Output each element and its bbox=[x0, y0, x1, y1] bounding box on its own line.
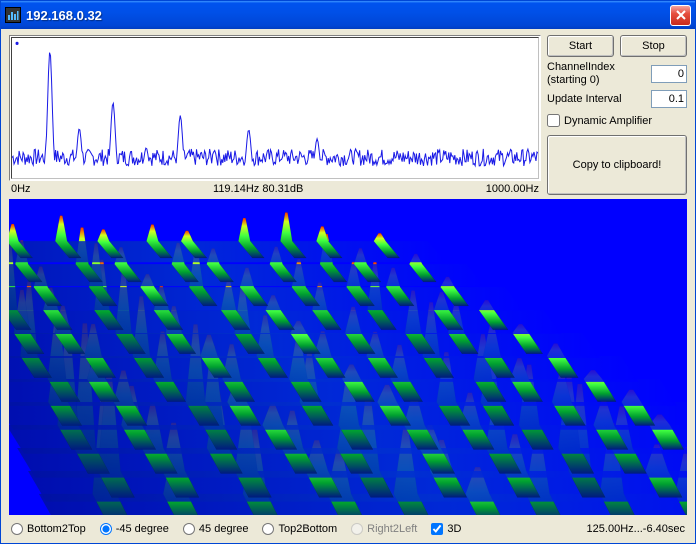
view-radio-m45[interactable]: -45 degree bbox=[100, 523, 169, 535]
view-radio-label-p45: 45 degree bbox=[199, 523, 249, 535]
view-radio-label-t2b: Top2Bottom bbox=[278, 523, 337, 535]
view-radio-p45[interactable]: 45 degree bbox=[183, 523, 249, 535]
view-radio-input-p45[interactable] bbox=[183, 523, 195, 535]
spectrum-axis: 0Hz 119.14Hz 80.31dB 1000.00Hz bbox=[9, 181, 541, 195]
threed-checkbox-label[interactable]: 3D bbox=[431, 523, 461, 535]
view-radio-input-t2b[interactable] bbox=[262, 523, 274, 535]
spectrum-panel: 0Hz 119.14Hz 80.31dB 1000.00Hz bbox=[9, 35, 541, 195]
channel-index-label: ChannelIndex (starting 0) bbox=[547, 61, 647, 86]
view-radio-label-b2t: Bottom2Top bbox=[27, 523, 86, 535]
view-radio-label-r2l: Right2Left bbox=[367, 523, 417, 535]
window-title: 192.168.0.32 bbox=[26, 8, 670, 23]
app-icon bbox=[5, 7, 21, 23]
threed-checkbox[interactable] bbox=[431, 523, 443, 535]
status-text: 125.00Hz...-6.40sec bbox=[587, 523, 685, 535]
axis-center-label: 119.14Hz 80.31dB bbox=[213, 183, 303, 195]
client-area: 0Hz 119.14Hz 80.31dB 1000.00Hz Start Sto… bbox=[1, 29, 695, 543]
update-interval-input[interactable] bbox=[651, 90, 687, 108]
update-interval-label: Update Interval bbox=[547, 93, 647, 106]
view-radio-input-r2l bbox=[351, 523, 363, 535]
channel-index-input[interactable] bbox=[651, 65, 687, 83]
axis-right-label: 1000.00Hz bbox=[486, 183, 539, 195]
view-radio-input-b2t[interactable] bbox=[11, 523, 23, 535]
copy-clipboard-button[interactable]: Copy to clipboard! bbox=[547, 135, 687, 195]
control-column: Start Stop ChannelIndex (starting 0) Upd… bbox=[547, 35, 687, 195]
view-radio-b2t[interactable]: Bottom2Top bbox=[11, 523, 86, 535]
dynamic-amplifier-checkbox[interactable] bbox=[547, 114, 560, 127]
start-button[interactable]: Start bbox=[547, 35, 614, 57]
close-button[interactable] bbox=[670, 5, 691, 26]
view-radio-input-m45[interactable] bbox=[100, 523, 112, 535]
spectrum-chart bbox=[9, 35, 541, 181]
view-radio-label-m45: -45 degree bbox=[116, 523, 169, 535]
dynamic-amplifier-label: Dynamic Amplifier bbox=[564, 115, 652, 127]
app-window: 192.168.0.32 0Hz 119.14Hz 80.31dB 1000.0… bbox=[0, 0, 696, 544]
waterfall-3d-chart bbox=[9, 199, 687, 515]
axis-left-label: 0Hz bbox=[11, 183, 31, 195]
view-radio-r2l: Right2Left bbox=[351, 523, 417, 535]
view-radio-t2b[interactable]: Top2Bottom bbox=[262, 523, 337, 535]
threed-label-text: 3D bbox=[447, 523, 461, 535]
stop-button[interactable]: Stop bbox=[620, 35, 687, 57]
view-options-row: Bottom2Top -45 degree 45 degree Top2Bottom R… bbox=[9, 519, 687, 537]
titlebar: 192.168.0.32 bbox=[1, 1, 695, 29]
